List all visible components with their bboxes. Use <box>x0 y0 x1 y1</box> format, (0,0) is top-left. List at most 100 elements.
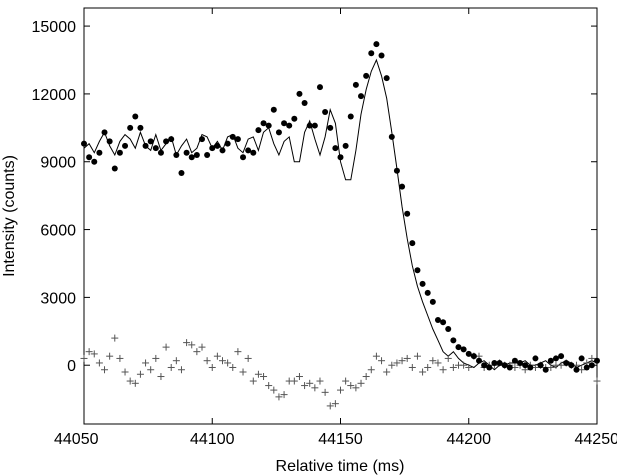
residual-marker <box>270 386 278 394</box>
data-point <box>352 81 359 88</box>
residual-marker <box>275 393 283 401</box>
residual-marker <box>424 363 432 371</box>
residual-marker <box>434 359 442 367</box>
data-point <box>506 364 513 371</box>
data-point <box>173 151 180 158</box>
data-point <box>188 154 195 161</box>
residual-marker <box>367 366 375 374</box>
residual-marker <box>383 368 391 376</box>
data-point <box>547 357 554 364</box>
residual-marker <box>419 368 427 376</box>
residual-marker <box>121 368 129 376</box>
data-point <box>481 362 488 369</box>
x-axis: 44050 44100 44150 44200 44250 <box>54 8 617 448</box>
residual-marker <box>234 348 242 356</box>
y-tick-label: 12000 <box>32 87 77 104</box>
data-point <box>116 149 123 156</box>
residual-marker <box>260 373 268 381</box>
residual-marker <box>449 363 457 371</box>
residual-marker <box>198 343 206 351</box>
data-point <box>301 99 308 106</box>
data-point <box>434 317 441 323</box>
data-point <box>168 136 175 143</box>
residual-marker <box>337 386 344 394</box>
y-tick-label: 6000 <box>40 223 76 240</box>
residual-marker <box>439 366 447 374</box>
data-point <box>101 129 108 136</box>
residual-marker <box>188 341 196 349</box>
residual-marker <box>101 366 109 374</box>
data-point <box>455 344 462 351</box>
data-point <box>296 90 303 97</box>
x-tick-label: 44100 <box>190 431 235 448</box>
residual-marker <box>229 363 237 371</box>
data-point <box>399 183 406 190</box>
y-axis-title: Intensity (counts) <box>1 155 18 277</box>
residual-marker <box>326 402 334 410</box>
data-point <box>476 357 483 364</box>
residual-marker <box>244 354 252 362</box>
data-point <box>142 142 149 149</box>
data-point <box>440 319 447 326</box>
residual-marker <box>393 359 401 367</box>
x-tick-label: 44250 <box>575 431 617 448</box>
residual-marker <box>80 354 88 362</box>
data-point <box>460 346 467 353</box>
x-tick-label: 44150 <box>318 431 363 448</box>
residual-marker <box>219 357 227 365</box>
y-tick-label: 15000 <box>32 19 77 36</box>
residual-marker <box>203 357 211 365</box>
data-point <box>358 93 365 100</box>
residual-marker <box>152 354 160 362</box>
data-points-group <box>81 41 600 373</box>
data-point <box>255 127 262 134</box>
residual-marker <box>172 357 180 365</box>
residual-marker <box>444 354 452 362</box>
residual-marker <box>193 348 201 356</box>
data-point <box>157 149 164 156</box>
residual-marker <box>136 370 144 378</box>
data-point <box>91 158 98 165</box>
residual-marker <box>378 357 386 365</box>
data-point <box>501 362 508 369</box>
data-point <box>378 52 385 59</box>
data-point <box>327 124 334 131</box>
data-point <box>424 289 431 296</box>
residual-marker <box>388 361 396 369</box>
residual-marker <box>280 391 288 399</box>
data-point <box>383 75 390 82</box>
data-point <box>198 136 205 143</box>
data-point <box>316 84 323 91</box>
data-point <box>270 106 277 113</box>
data-point <box>214 142 221 149</box>
y-tick-label: 9000 <box>40 155 76 172</box>
data-point <box>583 364 590 371</box>
y-tick-label: 3000 <box>40 290 76 307</box>
data-point <box>81 140 87 147</box>
y-axis: 0 3000 6000 9000 12000 15000 <box>32 19 597 375</box>
data-point <box>111 165 118 172</box>
residual-marker <box>162 343 170 351</box>
residual-marker <box>183 339 191 347</box>
data-point <box>209 145 216 152</box>
data-point <box>527 364 534 371</box>
data-point <box>537 362 544 369</box>
data-point <box>517 359 524 366</box>
residual-marker <box>301 382 309 390</box>
data-point <box>347 113 354 120</box>
residual-marker <box>593 377 601 385</box>
residual-marker <box>265 382 273 390</box>
residual-marker <box>254 370 262 378</box>
data-point <box>234 136 241 143</box>
data-point <box>183 149 190 156</box>
data-point <box>414 267 421 274</box>
data-point <box>86 154 93 161</box>
residual-marker <box>372 352 380 360</box>
data-point <box>291 115 298 122</box>
residual-marker <box>362 373 370 381</box>
residual-marker <box>142 359 150 367</box>
residual-marker <box>106 352 114 360</box>
residual-marker <box>321 388 329 396</box>
data-point <box>450 337 457 344</box>
data-point <box>260 120 267 127</box>
